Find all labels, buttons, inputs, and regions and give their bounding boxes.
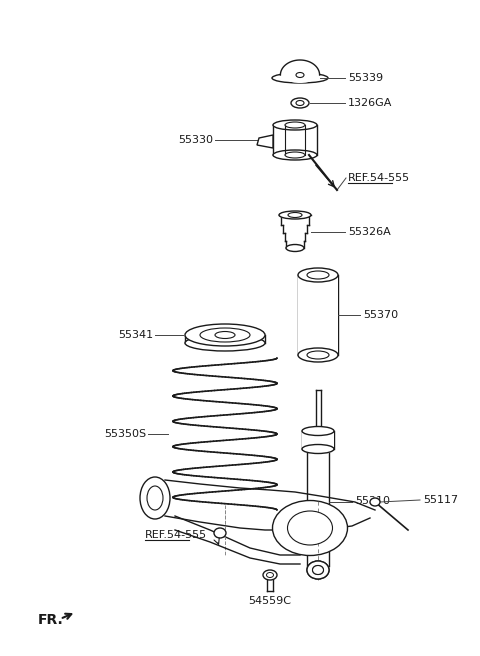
Ellipse shape [307,271,329,279]
Ellipse shape [273,501,348,556]
Text: 55330: 55330 [178,135,213,145]
Ellipse shape [280,63,320,83]
Ellipse shape [140,477,170,519]
Ellipse shape [266,573,274,577]
Ellipse shape [279,211,311,219]
Ellipse shape [298,348,338,362]
Text: 1326GA: 1326GA [348,98,392,108]
Text: 55326A: 55326A [348,227,391,237]
Ellipse shape [307,351,329,359]
Ellipse shape [272,73,328,83]
Ellipse shape [296,73,304,77]
Ellipse shape [285,152,305,158]
Ellipse shape [214,528,226,538]
Polygon shape [165,480,375,530]
Polygon shape [257,135,273,148]
Bar [307,453,329,550]
Ellipse shape [291,98,309,108]
Ellipse shape [286,245,304,251]
Ellipse shape [370,498,380,506]
Text: 55350S: 55350S [104,429,146,439]
Text: REF.54-555: REF.54-555 [145,530,207,540]
Bar [302,431,334,449]
Ellipse shape [185,335,265,351]
Text: 55310: 55310 [355,497,390,506]
Ellipse shape [288,511,333,545]
Ellipse shape [307,561,329,579]
Ellipse shape [273,150,317,160]
Text: REF.54-555: REF.54-555 [348,173,410,183]
Ellipse shape [307,561,329,579]
Text: 55117: 55117 [423,495,458,505]
Text: 55339: 55339 [348,73,383,83]
Text: 55341: 55341 [118,330,153,340]
Ellipse shape [302,426,334,436]
Ellipse shape [147,486,163,510]
Bar [298,275,338,355]
Ellipse shape [302,445,334,453]
Ellipse shape [200,328,250,342]
Ellipse shape [185,324,265,346]
Text: 55370: 55370 [363,310,398,320]
Ellipse shape [312,565,324,575]
Ellipse shape [215,331,235,338]
Text: FR.: FR. [38,613,64,627]
Ellipse shape [263,570,277,580]
Ellipse shape [273,120,317,130]
Ellipse shape [288,213,302,218]
Ellipse shape [296,100,304,106]
Ellipse shape [285,122,305,128]
Ellipse shape [298,268,338,282]
Text: 54559C: 54559C [249,596,291,606]
Ellipse shape [312,565,324,575]
